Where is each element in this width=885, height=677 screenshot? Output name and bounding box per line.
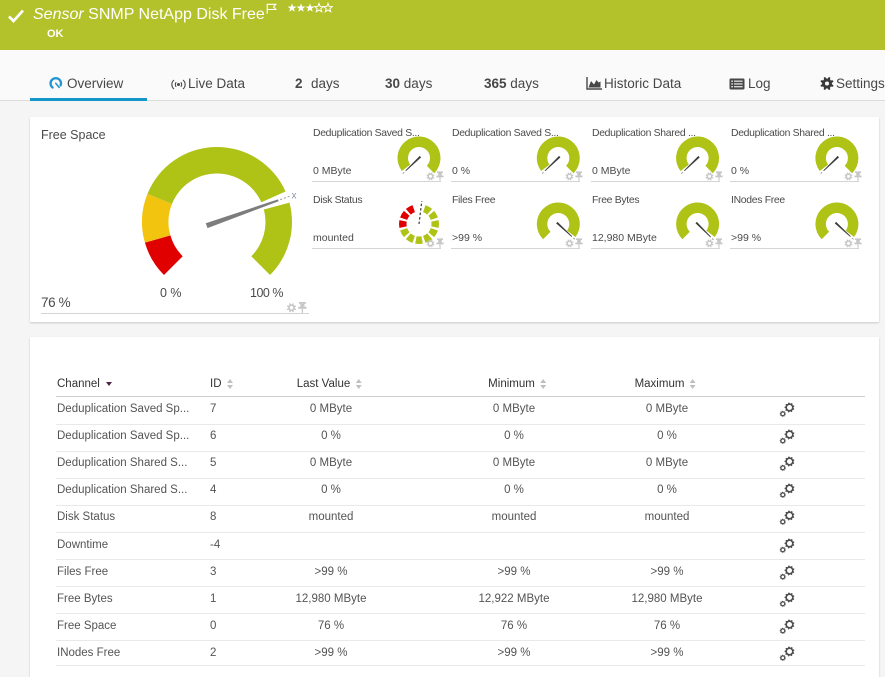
svg-text:x: x <box>292 191 297 202</box>
